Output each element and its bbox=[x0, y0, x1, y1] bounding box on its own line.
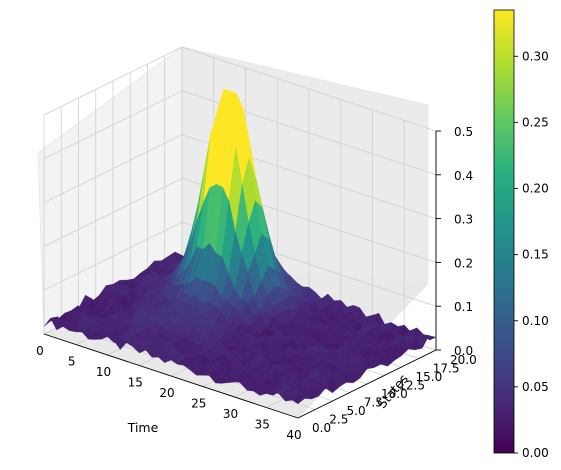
x-tick-label: 25 bbox=[191, 397, 206, 411]
z-tick-label: 0.3 bbox=[454, 213, 473, 227]
colorbar-ticks: 0.00 0.05 0.10 0.15 0.20 0.25 0.30 bbox=[514, 49, 549, 460]
surface-cell bbox=[291, 398, 306, 405]
colorbar-tick-label: 0.00 bbox=[522, 446, 549, 460]
y-axis-line bbox=[297, 349, 437, 419]
x-axis-ticks: 0 5 10 15 20 25 30 35 40 bbox=[36, 344, 301, 442]
x-tick-label: 15 bbox=[128, 376, 143, 390]
x-tick-label: 0 bbox=[36, 344, 44, 358]
x-axis-line bbox=[43, 333, 299, 419]
x-axis-label: Time bbox=[127, 420, 159, 435]
grid-line bbox=[43, 221, 183, 291]
z-tick-label: 0.1 bbox=[454, 300, 473, 314]
colorbar-tick-label: 0.05 bbox=[522, 380, 549, 394]
y-tick-label: 5.0 bbox=[347, 404, 366, 418]
z-axis-ticks: 0.0 0.1 0.2 0.3 0.4 0.5 bbox=[436, 125, 473, 358]
x-tick-label: 40 bbox=[286, 428, 301, 442]
grid-line bbox=[43, 178, 183, 247]
y-tick-label: 20.0 bbox=[450, 353, 477, 367]
colorbar-tick-label: 0.30 bbox=[522, 49, 549, 63]
x-tick-label: 20 bbox=[159, 386, 174, 400]
y-tick-label: 15.0 bbox=[416, 370, 443, 384]
y-tick-label: 10.0 bbox=[381, 387, 408, 401]
grid-line bbox=[43, 134, 183, 203]
z-tick-label: 0.2 bbox=[454, 256, 473, 270]
x-tick-label: 10 bbox=[96, 365, 111, 379]
x-tick-label: 35 bbox=[255, 418, 270, 432]
y-tick-label: 12.5 bbox=[398, 379, 425, 393]
x-tick-label: 30 bbox=[223, 407, 238, 421]
colorbar-gradient bbox=[493, 9, 515, 454]
colorbar: 0.00 0.05 0.10 0.15 0.20 0.25 0.30 bbox=[493, 9, 549, 460]
y-tick-label: 7.5 bbox=[364, 396, 383, 410]
y-tick-label: 0.0 bbox=[312, 421, 331, 435]
axis-edges bbox=[43, 131, 437, 419]
grid-line bbox=[43, 90, 183, 160]
grid-line bbox=[43, 46, 183, 116]
colorbar-tick-label: 0.20 bbox=[522, 182, 549, 196]
z-tick-label: 0.5 bbox=[454, 125, 473, 139]
x-tick-label: 5 bbox=[68, 355, 76, 369]
colorbar-tick-label: 0.25 bbox=[522, 115, 549, 129]
y-tick-label: 17.5 bbox=[433, 362, 460, 376]
colorbar-tick-label: 0.10 bbox=[522, 314, 549, 328]
colorbar-tick-label: 0.15 bbox=[522, 248, 549, 262]
y-axis-ticks: 0.02.55.07.510.012.515.017.520.0 bbox=[312, 353, 477, 435]
y-tick-label: 2.5 bbox=[329, 413, 348, 427]
z-tick-label: 0.0 bbox=[454, 344, 473, 358]
surface-plot bbox=[43, 88, 437, 405]
z-tick-label: 0.4 bbox=[454, 169, 473, 183]
grid-line bbox=[181, 46, 437, 132]
